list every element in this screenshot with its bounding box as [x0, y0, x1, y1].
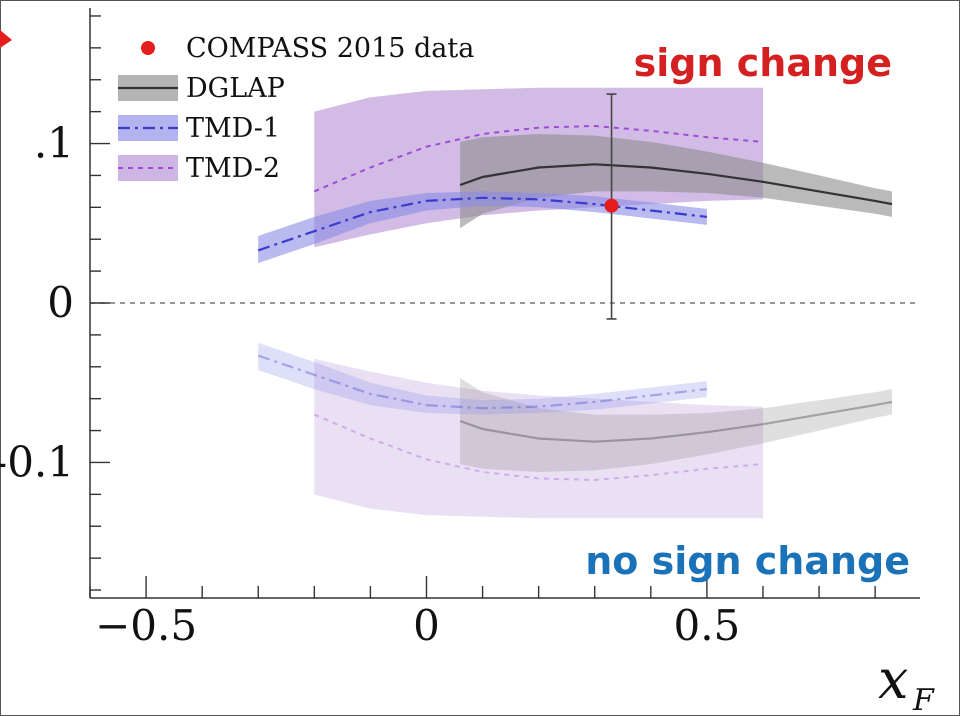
edge-marker — [0, 30, 12, 48]
x-tick-label: −0.5 — [95, 601, 197, 650]
y-tick-label: .1 — [34, 119, 74, 168]
dglap-upper-curve — [459, 163, 893, 206]
axes-layer: −0.5 0 0.5 .1 0 -0.1 — [0, 8, 920, 650]
y-tick-label: -0.1 — [0, 437, 74, 486]
legend-label-dglap: DGLAP — [186, 73, 285, 104]
x-axis-label: x — [878, 648, 908, 711]
tmd1-lower-curve — [257, 354, 708, 410]
annotation-no-sign-change: no sign change — [585, 539, 910, 583]
tmd1-upper-curve — [257, 196, 708, 252]
data-point-layer — [0, 30, 619, 320]
dglap-lower-curve — [459, 400, 893, 443]
x-tick-label: 0 — [413, 601, 440, 650]
legend: COMPASS 2015 data DGLAP TMD-1 TMD-2 — [118, 33, 474, 184]
curve-layer — [257, 124, 893, 482]
y-tick-label: 0 — [47, 278, 74, 327]
dglap-upper-band — [460, 134, 892, 229]
tmd1-upper-band — [258, 191, 707, 264]
band-layer — [258, 87, 892, 519]
x-axis-label-subscript: F — [912, 683, 935, 716]
tmd1-lower-band — [258, 342, 707, 415]
annotation-sign-change: sign change — [634, 41, 892, 85]
data-point-marker — [604, 198, 619, 213]
legend-data-marker — [141, 41, 155, 55]
dglap-lower-band — [460, 377, 892, 472]
tmd2-lower-band — [314, 358, 763, 519]
legend-label-data: COMPASS 2015 data — [186, 33, 474, 64]
legend-label-tmd1: TMD-1 — [186, 113, 280, 144]
x-tick-label: 0.5 — [673, 601, 740, 650]
tmd2-upper-curve — [313, 124, 764, 193]
legend-label-tmd2: TMD-2 — [186, 153, 280, 184]
tmd2-lower-curve — [313, 413, 764, 482]
